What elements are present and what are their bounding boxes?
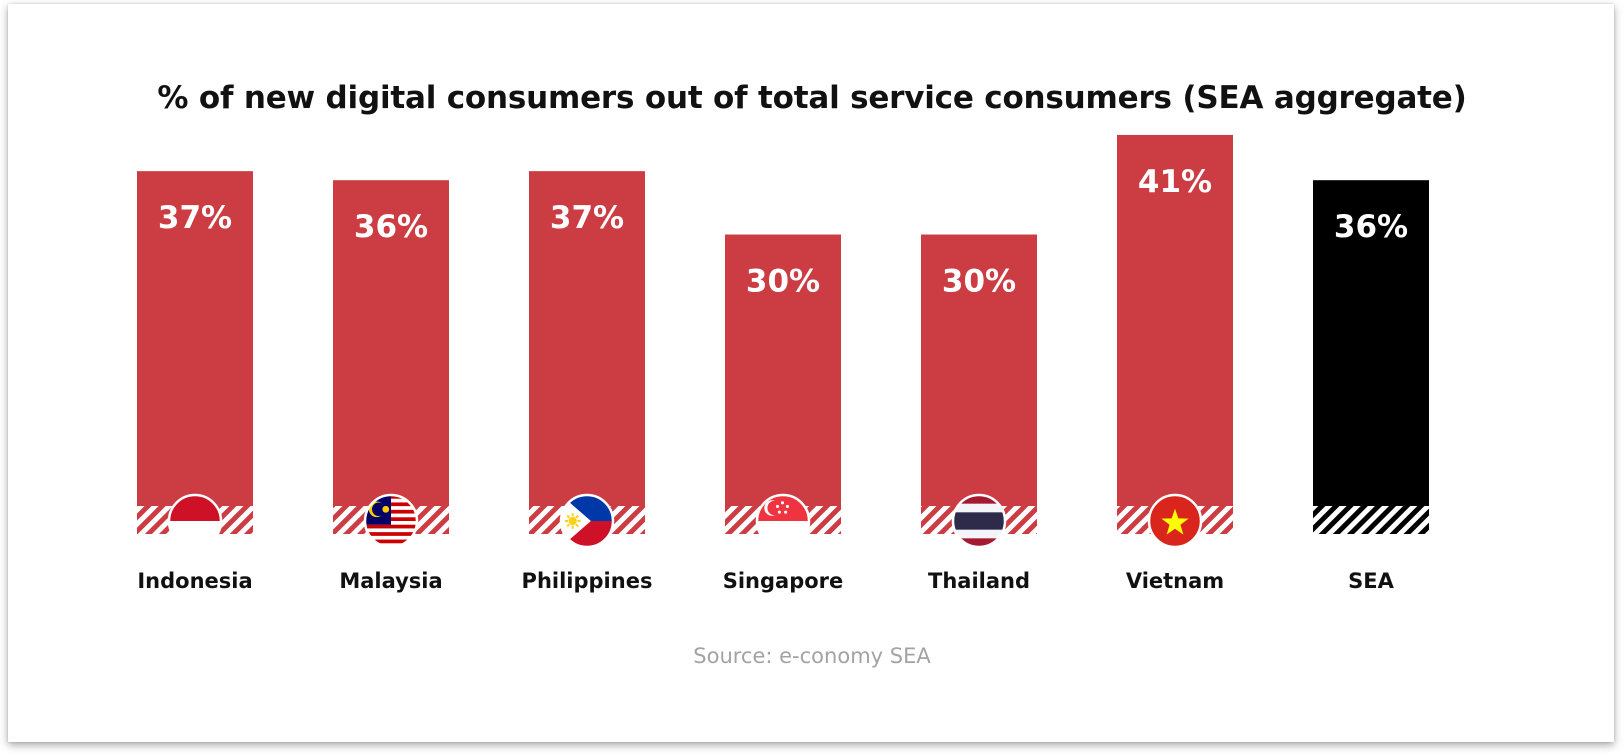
bar-malaysia: [333, 180, 449, 506]
category-label: Indonesia: [137, 569, 252, 593]
flag-border: [559, 493, 615, 549]
flag-border: [951, 493, 1007, 549]
bar-singapore: [725, 234, 841, 506]
flag-border: [167, 493, 223, 549]
category-label: Singapore: [723, 569, 844, 593]
chart-title: % of new digital consumers out of total …: [157, 80, 1467, 116]
category-label: Vietnam: [1126, 569, 1224, 593]
value-label: 36%: [1334, 209, 1408, 245]
bar-philippines: [529, 171, 645, 506]
vietnam-flag-icon: [1149, 495, 1201, 547]
value-label: 37%: [158, 200, 232, 236]
flag-border: [755, 493, 811, 549]
category-label: Thailand: [928, 569, 1030, 593]
indonesia-flag-icon: [169, 495, 221, 547]
category-label: SEA: [1348, 569, 1394, 593]
category-label: Philippines: [522, 569, 653, 593]
thailand-flag-icon: [953, 495, 1005, 547]
value-label: 30%: [746, 264, 820, 300]
bar-thailand: [921, 234, 1037, 506]
category-label: Malaysia: [339, 569, 442, 593]
value-label: 30%: [942, 264, 1016, 300]
value-label: 36%: [354, 209, 428, 245]
value-label: 37%: [550, 200, 624, 236]
bar-sea: [1313, 180, 1429, 506]
source-note: Source: e-conomy SEA: [693, 644, 931, 668]
bar-base-hatch: [1313, 506, 1429, 534]
flag-border: [363, 493, 419, 549]
flag-border: [1147, 493, 1203, 549]
bar-indonesia: [137, 171, 253, 506]
bar-vietnam: [1117, 134, 1233, 506]
value-label: 41%: [1138, 164, 1212, 200]
